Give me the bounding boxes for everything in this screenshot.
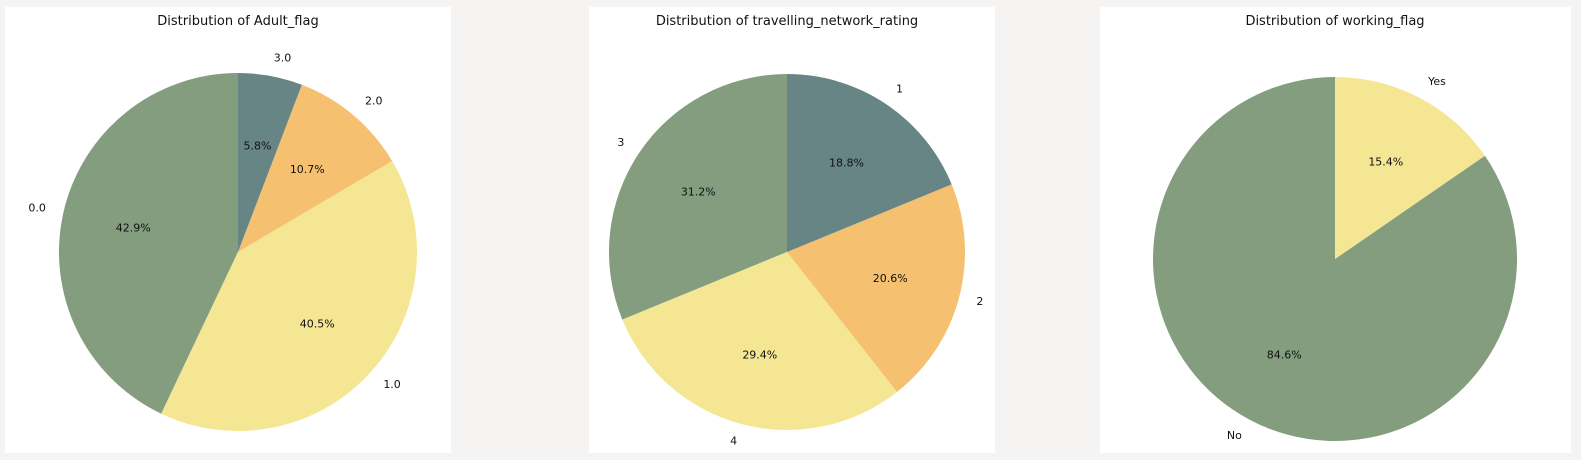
- pie-slice-yes: [1335, 77, 1485, 259]
- chart-title: Distribution of Adult_flag: [157, 14, 318, 29]
- pie-slice-3-0: [238, 73, 302, 252]
- percent-label: 29.4%: [742, 348, 777, 361]
- percent-label: 31.2%: [681, 186, 716, 199]
- chart-panel-working-flag: Distribution of working_flag 84.6% No 15.4…: [1100, 7, 1571, 453]
- percent-label: 20.6%: [873, 272, 908, 285]
- category-label: 1.0: [383, 378, 401, 391]
- chart-panel-travelling-network-rating: Distribution of travelling_network_ratin…: [589, 7, 995, 453]
- pie-slice-2: [787, 184, 965, 392]
- pie-slice-2-0: [238, 84, 393, 252]
- category-label: 1: [896, 82, 903, 95]
- percent-label: 42.9%: [116, 221, 151, 234]
- chart-panel-adult-flag: Distribution of Adult_flag 42.9% 0.0 40.5%…: [5, 7, 451, 453]
- pie-chart-adult-flag: Distribution of Adult_flag 42.9% 0.0 40.5%…: [28, 14, 417, 432]
- pie-slice-4: [622, 252, 897, 430]
- percent-label: 10.7%: [290, 163, 325, 176]
- percent-label: 84.6%: [1267, 349, 1302, 362]
- category-label: No: [1227, 429, 1242, 442]
- percent-label: 5.8%: [244, 139, 272, 152]
- pie-slice-0-0: [58, 73, 239, 414]
- chart-title: Distribution of working_flag: [1245, 14, 1424, 29]
- pie-slice-1-0: [161, 161, 417, 432]
- percent-label: 40.5%: [300, 317, 335, 330]
- category-label: 4: [730, 434, 737, 447]
- pie-chart-working-flag: Distribution of working_flag 84.6% No 15.4…: [1153, 14, 1517, 442]
- percent-label: 18.8%: [829, 156, 864, 169]
- pie-chart-travelling-network-rating: Distribution of travelling_network_ratin…: [609, 14, 983, 447]
- chart-title: Distribution of travelling_network_ratin…: [656, 14, 918, 29]
- category-label: 2.0: [365, 95, 383, 108]
- pie-slice-1: [787, 74, 952, 252]
- category-label: Yes: [1427, 75, 1446, 88]
- percent-label: 15.4%: [1368, 155, 1403, 168]
- category-label: 3: [617, 136, 624, 149]
- category-label: 0.0: [28, 202, 46, 215]
- pie-slice-3: [609, 74, 787, 320]
- category-label: 3.0: [274, 51, 292, 64]
- category-label: 2: [976, 295, 983, 308]
